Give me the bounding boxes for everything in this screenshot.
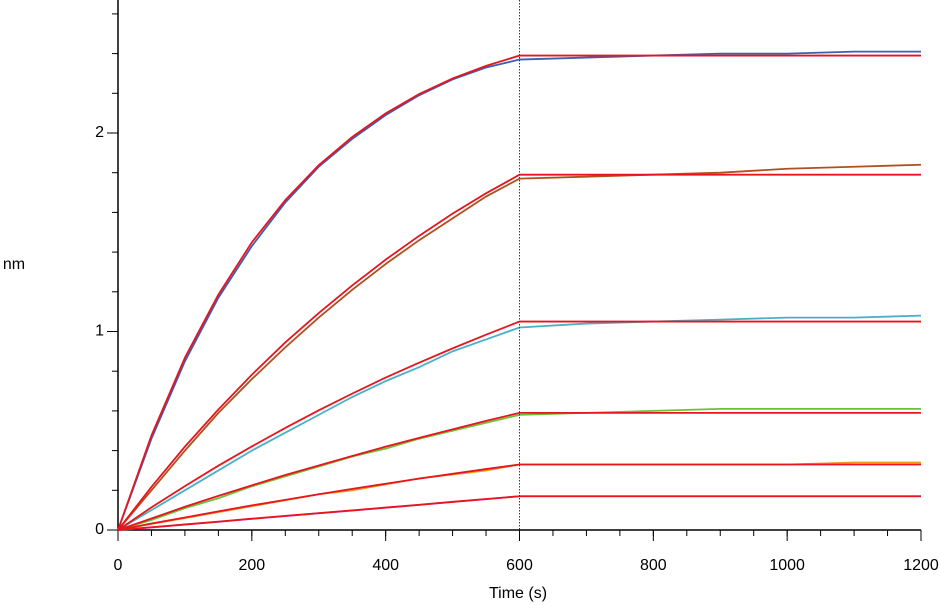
y-tick-label: 2 [95,124,104,141]
series-line [117,495,921,531]
y-tick-label: 0 [95,521,104,538]
series-line [117,163,922,531]
x-tick-label: 800 [640,557,667,574]
x-tick-label: 1200 [903,557,939,574]
series-line [117,54,921,531]
x-tick-label: 200 [238,557,265,574]
x-axis-label: Time (s) [489,585,547,602]
series-line [117,463,921,531]
series-line [117,320,921,531]
series-line [117,50,921,531]
series-line [117,314,922,531]
y-tick-label: 1 [95,323,104,340]
x-tick-label: 400 [372,557,399,574]
x-tick-label: 0 [114,557,123,574]
x-tick-label: 600 [506,557,533,574]
series-line [117,411,921,531]
y-axis-label: nm [3,256,25,273]
series-line [117,173,921,531]
x-tick-label: 1000 [769,557,805,574]
